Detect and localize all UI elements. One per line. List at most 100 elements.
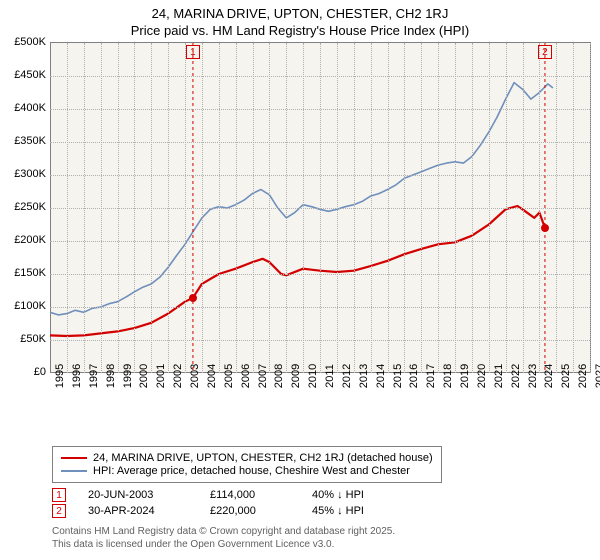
gridline-v <box>118 43 119 373</box>
series-line-price_paid <box>50 206 545 336</box>
x-tick-label: 2015 <box>392 364 404 388</box>
gridline-v <box>151 43 152 373</box>
gridline-v <box>219 43 220 373</box>
gridline-v <box>489 43 490 373</box>
x-tick-label: 2027 <box>594 364 600 388</box>
sale-point-marker <box>189 294 197 302</box>
event-row: 1 20-JUN-2003 £114,000 40% ↓ HPI <box>52 488 364 502</box>
x-tick-label: 1998 <box>105 364 117 388</box>
x-tick-label: 1995 <box>54 364 66 388</box>
x-tick-label: 2005 <box>223 364 235 388</box>
gridline-v <box>236 43 237 373</box>
gridline-v <box>438 43 439 373</box>
event-price: £220,000 <box>210 505 290 517</box>
x-tick-label: 1996 <box>71 364 83 388</box>
event-delta: 40% ↓ HPI <box>312 489 364 501</box>
event-price: £114,000 <box>210 489 290 501</box>
gridline-v <box>253 43 254 373</box>
x-tick-label: 2002 <box>172 364 184 388</box>
legend-label: 24, MARINA DRIVE, UPTON, CHESTER, CH2 1R… <box>93 452 433 464</box>
event-date: 30-APR-2024 <box>88 505 188 517</box>
x-tick-label: 2024 <box>543 364 555 388</box>
x-tick-label: 2001 <box>155 364 167 388</box>
x-tick-label: 2009 <box>290 364 302 388</box>
x-tick-label: 2000 <box>138 364 150 388</box>
gridline-v <box>185 43 186 373</box>
chart-area: 12 £0£50K£100K£150K£200K£250K£300K£350K£… <box>8 42 590 402</box>
gridline-v <box>101 43 102 373</box>
x-tick-label: 1997 <box>88 364 100 388</box>
gridline-v <box>337 43 338 373</box>
legend: 24, MARINA DRIVE, UPTON, CHESTER, CH2 1R… <box>52 446 442 483</box>
gridline-v <box>573 43 574 373</box>
series-line-hpi <box>50 83 553 315</box>
gridline-v <box>84 43 85 373</box>
x-tick-label: 2022 <box>510 364 522 388</box>
gridline-v <box>421 43 422 373</box>
x-tick-label: 2023 <box>527 364 539 388</box>
gridline-v <box>354 43 355 373</box>
footer-line2: This data is licensed under the Open Gov… <box>52 539 395 552</box>
gridline-v <box>303 43 304 373</box>
x-tick-label: 2006 <box>240 364 252 388</box>
x-tick-label: 2020 <box>476 364 488 388</box>
gridline-v <box>269 43 270 373</box>
gridline-v <box>590 43 591 373</box>
x-tick-label: 2016 <box>408 364 420 388</box>
y-tick-label: £300K <box>14 168 46 180</box>
x-tick-label: 2025 <box>560 364 572 388</box>
x-tick-label: 2021 <box>493 364 505 388</box>
x-tick-label: 2026 <box>577 364 589 388</box>
sale-events: 1 20-JUN-2003 £114,000 40% ↓ HPI 2 30-AP… <box>52 486 364 520</box>
event-marker: 1 <box>52 488 66 502</box>
gridline-v <box>371 43 372 373</box>
x-tick-label: 2010 <box>307 364 319 388</box>
x-tick-label: 2018 <box>442 364 454 388</box>
y-tick-label: £350K <box>14 135 46 147</box>
x-tick-label: 2019 <box>459 364 471 388</box>
chart-title-line1: 24, MARINA DRIVE, UPTON, CHESTER, CH2 1R… <box>0 6 600 21</box>
y-tick-label: £400K <box>14 102 46 114</box>
x-tick-label: 2012 <box>341 364 353 388</box>
x-tick-label: 2011 <box>324 364 336 388</box>
gridline-v <box>506 43 507 373</box>
y-tick-label: £50K <box>20 333 46 345</box>
legend-item: HPI: Average price, detached house, Ches… <box>61 465 433 477</box>
gridline-v <box>455 43 456 373</box>
gridline-v <box>320 43 321 373</box>
x-tick-label: 2008 <box>273 364 285 388</box>
event-row: 2 30-APR-2024 £220,000 45% ↓ HPI <box>52 504 364 518</box>
event-number-marker: 2 <box>538 45 552 59</box>
x-tick-label: 2017 <box>425 364 437 388</box>
gridline-v <box>67 43 68 373</box>
y-tick-label: £500K <box>14 36 46 48</box>
chart-title-block: 24, MARINA DRIVE, UPTON, CHESTER, CH2 1R… <box>0 0 600 38</box>
y-tick-label: £0 <box>34 366 46 378</box>
gridline-v <box>286 43 287 373</box>
event-number-marker: 1 <box>186 45 200 59</box>
footer-line1: Contains HM Land Registry data © Crown c… <box>52 526 395 539</box>
gridline-v <box>556 43 557 373</box>
y-tick-label: £150K <box>14 267 46 279</box>
plot-area: 12 <box>50 42 591 373</box>
x-tick-label: 2007 <box>257 364 269 388</box>
legend-label: HPI: Average price, detached house, Ches… <box>93 465 410 477</box>
x-tick-label: 2014 <box>375 364 387 388</box>
gridline-v <box>472 43 473 373</box>
event-delta: 45% ↓ HPI <box>312 505 364 517</box>
gridline-v <box>134 43 135 373</box>
x-tick-label: 1999 <box>122 364 134 388</box>
gridline-v <box>168 43 169 373</box>
sale-point-marker <box>541 224 549 232</box>
x-tick-label: 2003 <box>189 364 201 388</box>
legend-swatch <box>61 457 87 459</box>
event-date: 20-JUN-2003 <box>88 489 188 501</box>
event-marker: 2 <box>52 504 66 518</box>
y-tick-label: £100K <box>14 300 46 312</box>
x-tick-label: 2004 <box>206 364 218 388</box>
gridline-v <box>539 43 540 373</box>
legend-item: 24, MARINA DRIVE, UPTON, CHESTER, CH2 1R… <box>61 452 433 464</box>
gridline-v <box>404 43 405 373</box>
gridline-v <box>202 43 203 373</box>
legend-swatch <box>61 470 87 472</box>
